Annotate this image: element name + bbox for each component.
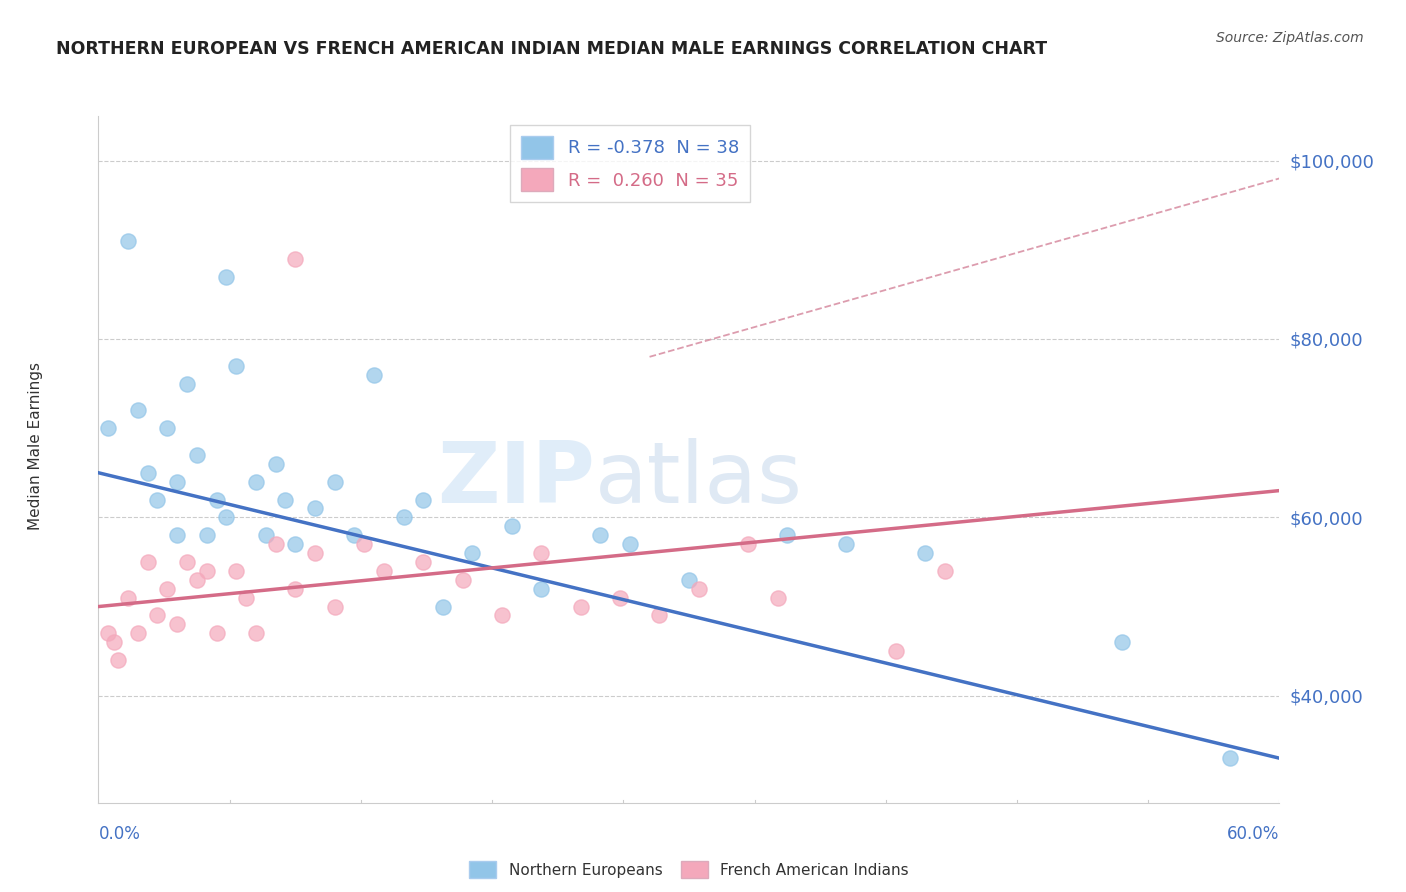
Point — [225, 564, 247, 578]
Point — [323, 475, 346, 489]
Legend: Northern Europeans, French American Indians: Northern Europeans, French American Indi… — [463, 855, 915, 885]
Point — [176, 376, 198, 391]
Point — [146, 608, 169, 623]
Point — [136, 466, 159, 480]
Point — [343, 528, 366, 542]
Point — [501, 519, 523, 533]
Text: 60.0%: 60.0% — [1227, 825, 1279, 843]
Point — [934, 564, 956, 578]
Point — [205, 492, 228, 507]
Point — [103, 635, 125, 649]
Point — [530, 546, 553, 560]
Point — [619, 537, 641, 551]
Point — [245, 475, 267, 489]
Point — [97, 626, 120, 640]
Point — [688, 582, 710, 596]
Point — [451, 573, 474, 587]
Point — [146, 492, 169, 507]
Point — [186, 573, 208, 587]
Point — [205, 626, 228, 640]
Text: atlas: atlas — [595, 439, 803, 522]
Point — [609, 591, 631, 605]
Point — [835, 537, 858, 551]
Point — [127, 403, 149, 417]
Point — [264, 457, 287, 471]
Point — [353, 537, 375, 551]
Point — [363, 368, 385, 382]
Point — [304, 501, 326, 516]
Point — [245, 626, 267, 640]
Point — [678, 573, 700, 587]
Point — [107, 653, 129, 667]
Text: Median Male Earnings: Median Male Earnings — [28, 362, 42, 530]
Point — [373, 564, 395, 578]
Text: Source: ZipAtlas.com: Source: ZipAtlas.com — [1216, 31, 1364, 45]
Point — [274, 492, 297, 507]
Point — [432, 599, 454, 614]
Point — [392, 510, 415, 524]
Point — [461, 546, 484, 560]
Point — [284, 537, 307, 551]
Point — [264, 537, 287, 551]
Text: 0.0%: 0.0% — [98, 825, 141, 843]
Point — [235, 591, 257, 605]
Point — [914, 546, 936, 560]
Point — [97, 421, 120, 435]
Point — [176, 555, 198, 569]
Point — [166, 617, 188, 632]
Point — [323, 599, 346, 614]
Point — [195, 564, 218, 578]
Point — [156, 421, 179, 435]
Point — [884, 644, 907, 658]
Point — [530, 582, 553, 596]
Point — [412, 555, 434, 569]
Point — [284, 582, 307, 596]
Point — [225, 359, 247, 373]
Point — [136, 555, 159, 569]
Point — [215, 269, 238, 284]
Point — [215, 510, 238, 524]
Point — [186, 448, 208, 462]
Point — [648, 608, 671, 623]
Text: NORTHERN EUROPEAN VS FRENCH AMERICAN INDIAN MEDIAN MALE EARNINGS CORRELATION CHA: NORTHERN EUROPEAN VS FRENCH AMERICAN IND… — [56, 40, 1047, 58]
Point — [304, 546, 326, 560]
Point — [589, 528, 612, 542]
Point — [737, 537, 759, 551]
Point — [776, 528, 799, 542]
Point — [491, 608, 513, 623]
Point — [117, 591, 139, 605]
Point — [284, 252, 307, 266]
Point — [166, 475, 188, 489]
Point — [166, 528, 188, 542]
Point — [412, 492, 434, 507]
Point — [569, 599, 592, 614]
Point — [127, 626, 149, 640]
Text: ZIP: ZIP — [437, 439, 595, 522]
Point — [1111, 635, 1133, 649]
Point — [156, 582, 179, 596]
Point — [766, 591, 789, 605]
Point — [195, 528, 218, 542]
Point — [117, 234, 139, 248]
Point — [254, 528, 277, 542]
Point — [1219, 751, 1241, 765]
